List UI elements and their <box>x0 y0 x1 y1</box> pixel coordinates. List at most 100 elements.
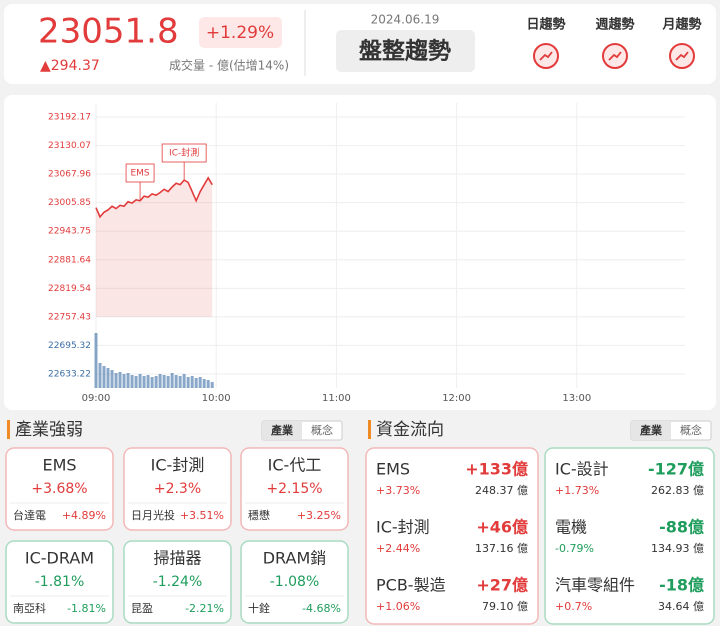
volume-bar <box>154 376 158 388</box>
x-tick-label: 12:00 <box>442 393 471 404</box>
tab[interactable]: 產業 <box>639 423 663 437</box>
fund-pct: +1.06% <box>376 600 420 613</box>
y-tick-label: 22757.43 <box>48 312 91 322</box>
volume-bar <box>162 375 166 388</box>
stock-pct: -1.81% <box>67 602 106 615</box>
fund-pct: +1.73% <box>555 484 599 497</box>
fund-pct: +0.7% <box>555 600 592 613</box>
stock-pct: -2.21% <box>185 602 224 615</box>
volume-bar <box>194 378 198 388</box>
volume-bar <box>190 376 194 388</box>
volume-bar <box>98 363 102 388</box>
fund-amount: -18億 <box>659 576 704 595</box>
y-tick-label: 22819.54 <box>48 284 91 294</box>
volume-bar <box>174 375 178 388</box>
stock-name: 日月光投 <box>131 508 175 522</box>
tab[interactable]: 概念 <box>680 423 702 437</box>
trend: 盤整趨勢 <box>359 38 451 65</box>
section-title: 資金流向 <box>376 420 444 440</box>
trend-button-label[interactable]: 日趨勢 <box>526 17 565 33</box>
industry-card[interactable] <box>123 540 232 624</box>
fund-amount: -88億 <box>659 518 704 537</box>
volume-bar <box>158 374 162 388</box>
volume-bar <box>138 374 142 388</box>
industry-card[interactable] <box>5 540 114 624</box>
y-tick-label: 22633.22 <box>48 369 91 379</box>
volume-bar <box>170 373 174 388</box>
industry-pct: -1.08% <box>270 574 320 590</box>
fund-name[interactable]: 汽車零組件 <box>555 576 635 595</box>
y-tick-label: 23192.17 <box>48 113 91 123</box>
fund-turnover: 34.64 億 <box>658 600 704 613</box>
annotation-box <box>125 163 155 183</box>
trend-button-label[interactable]: 週趨勢 <box>595 17 634 33</box>
annotation-box <box>161 143 207 163</box>
industry-pct: -1.24% <box>153 574 203 590</box>
fund-name[interactable]: PCB-製造 <box>376 576 446 595</box>
volume-bar <box>122 374 126 388</box>
industry-card[interactable] <box>5 447 114 531</box>
y-tick-label: 22881.64 <box>48 255 91 265</box>
price-area <box>96 177 213 317</box>
fund-name[interactable]: EMS <box>376 460 410 479</box>
industry-name: 掃描器 <box>153 549 201 568</box>
fund-amount: +46億 <box>476 518 528 537</box>
index-value: 23051.8 <box>38 12 179 52</box>
stock-pct: +3.25% <box>297 509 341 522</box>
volume-bar <box>206 380 210 388</box>
industry-name: IC-封測 <box>151 456 205 475</box>
y-tick-label: 22695.32 <box>48 341 91 351</box>
annotation: EMS <box>130 169 149 179</box>
tab[interactable]: 概念 <box>311 423 333 437</box>
industry-card[interactable] <box>123 447 232 531</box>
industry-name: EMS <box>42 456 76 475</box>
fund-name[interactable]: IC-設計 <box>555 460 609 479</box>
y-tick-label: 23130.07 <box>48 141 91 151</box>
stock-name: 台達電 <box>13 508 46 522</box>
section-marker <box>368 420 371 439</box>
volume-bar <box>102 366 106 388</box>
industry-card[interactable] <box>240 540 349 624</box>
industry-pct: -1.81% <box>35 574 85 590</box>
fund-name[interactable]: IC-封測 <box>376 518 430 537</box>
volume-bar <box>134 376 138 388</box>
fund-column <box>544 447 715 625</box>
volume-bar <box>118 372 122 388</box>
volume-bar <box>186 377 190 388</box>
stock-name: 南亞科 <box>13 601 46 615</box>
tab[interactable]: 產業 <box>270 423 294 437</box>
fund-amount: +27億 <box>476 576 528 595</box>
y-tick-label: 23067.96 <box>48 170 91 180</box>
stock-pct: -4.68% <box>302 602 341 615</box>
x-tick-label: 13:00 <box>562 393 591 404</box>
fund-turnover: 134.93 億 <box>651 542 704 555</box>
fund-column <box>365 447 539 625</box>
stock-name: 十銓 <box>248 601 270 615</box>
change-badge <box>199 17 282 48</box>
fund-name[interactable]: 電機 <box>555 518 587 537</box>
trend-arrow <box>675 51 689 61</box>
industry-name: DRAM銷 <box>263 549 327 568</box>
date: 2024.06.19 <box>371 13 440 27</box>
industry-pct: +3.68% <box>31 481 87 497</box>
fund-pct: -0.79% <box>555 542 594 555</box>
tab-active <box>631 421 671 440</box>
volume-bar <box>166 376 170 388</box>
y-tick-label: 22943.75 <box>48 227 91 237</box>
fund-turnover: 248.37 億 <box>475 484 528 497</box>
fund-turnover: 137.16 億 <box>475 542 528 555</box>
section-marker <box>7 420 10 439</box>
fund-turnover: 79.10 億 <box>482 600 528 613</box>
industry-card[interactable] <box>240 447 349 531</box>
change-points: ▲294.37 <box>40 58 100 74</box>
section-title: 產業強弱 <box>15 420 83 440</box>
stock-pct: +3.51% <box>180 509 224 522</box>
industry-name: IC-DRAM <box>25 549 94 568</box>
fund-pct: +2.44% <box>376 542 420 555</box>
stock-pct: +4.89% <box>62 509 106 522</box>
volume-bar <box>182 374 186 388</box>
trend-box <box>336 30 475 72</box>
trend-arrow <box>608 51 622 61</box>
volume-bar <box>106 368 110 388</box>
trend-button-label[interactable]: 月趨勢 <box>661 17 701 33</box>
